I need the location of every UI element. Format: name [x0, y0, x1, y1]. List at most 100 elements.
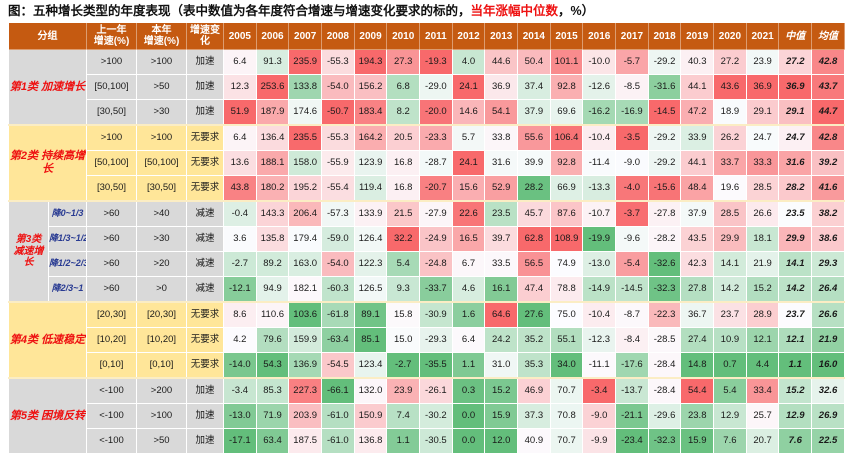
mean-cell: 32.6 — [811, 377, 845, 404]
value-cell: 227.3 — [288, 377, 323, 404]
value-cell: 24.1 — [451, 74, 486, 100]
value-cell: 51.9 — [223, 99, 257, 126]
value-cell: -60.3 — [321, 276, 355, 303]
value-cell: 20.7 — [745, 428, 780, 454]
col-header-group: 分组 — [8, 22, 87, 50]
value-cell: 85.3 — [255, 377, 290, 404]
value-cell: 16.8 — [386, 175, 421, 202]
growth-change-cell: 减速 — [186, 200, 224, 227]
value-cell: 150.9 — [353, 403, 388, 429]
curr-growth-cell: >40 — [136, 200, 187, 227]
value-cell: 28.5 — [713, 200, 747, 227]
value-cell: -13.0 — [582, 251, 617, 277]
growth-type-annual-performance-table: 分组 上一年 增速(%) 本年 增速(%) 增速变化 2005 2006 2007 2008 2… — [8, 22, 845, 454]
prev-growth-cell: >100 — [86, 124, 137, 151]
mean-cell: 26.4 — [811, 276, 845, 303]
value-cell: 106.4 — [549, 124, 584, 151]
group-label: 第3类 减速增长 — [8, 200, 49, 303]
median-cell: 31.6 — [778, 150, 813, 176]
value-cell: 54.3 — [255, 352, 290, 379]
value-cell: -14.5 — [615, 276, 649, 303]
mean-cell: 43.7 — [811, 74, 845, 100]
value-cell: -30.5 — [419, 428, 453, 454]
value-cell: -9.9 — [582, 428, 617, 454]
value-cell: 13.6 — [223, 150, 257, 176]
value-cell: 188.1 — [255, 150, 290, 176]
value-cell: 21.9 — [745, 251, 780, 277]
value-cell: 85.1 — [353, 327, 388, 353]
group-label: 第2类 持续高增长 — [8, 124, 87, 202]
value-cell: -55.4 — [321, 175, 355, 202]
value-cell: 5.7 — [451, 124, 486, 151]
value-cell: -4.0 — [615, 175, 649, 202]
value-cell: 89.2 — [255, 251, 290, 277]
value-cell: -21.1 — [615, 403, 649, 429]
value-cell: 33.4 — [745, 377, 780, 404]
median-cell: 12.1 — [778, 327, 813, 353]
value-cell: -17.6 — [615, 352, 649, 379]
value-cell: -24.9 — [419, 226, 453, 252]
value-cell: 0.0 — [451, 403, 486, 429]
value-cell: -66.1 — [321, 377, 355, 404]
value-cell: 8.2 — [386, 99, 421, 126]
value-cell: 235.5 — [288, 124, 323, 151]
value-cell: -28.7 — [419, 150, 453, 176]
value-cell: -16.9 — [615, 99, 649, 126]
value-cell: -28.2 — [647, 226, 682, 252]
col-header-2014: 2014 — [517, 22, 551, 50]
value-cell: -32.3 — [647, 428, 682, 454]
value-cell: -14.0 — [223, 352, 257, 379]
value-cell: 101.1 — [549, 49, 584, 75]
value-cell: 1.1 — [386, 428, 421, 454]
value-cell: 119.4 — [353, 175, 388, 202]
col-header-2008: 2008 — [321, 22, 355, 50]
value-cell: 4.2 — [223, 327, 257, 353]
value-cell: 43.8 — [223, 175, 257, 202]
value-cell: -12.3 — [582, 327, 617, 353]
value-cell: 35.2 — [517, 327, 551, 353]
value-cell: 12.3 — [223, 74, 257, 100]
value-cell: 33.9 — [680, 124, 715, 151]
value-cell: 136.9 — [288, 352, 323, 379]
value-cell: 54.4 — [680, 377, 715, 404]
growth-change-cell: 无要求 — [186, 150, 224, 176]
value-cell: -61.8 — [321, 301, 355, 328]
col-header-2019: 2019 — [680, 22, 715, 50]
col-header-2015: 2015 — [549, 22, 584, 50]
prev-growth-cell: [50,100] — [86, 74, 137, 100]
value-cell: 27.3 — [386, 49, 421, 75]
value-cell: 203.9 — [288, 403, 323, 429]
mean-cell: 16.0 — [811, 352, 845, 379]
value-cell: 36.9 — [484, 74, 519, 100]
value-cell: 19.6 — [713, 175, 747, 202]
value-cell: -55.9 — [321, 150, 355, 176]
median-cell: 28.2 — [778, 175, 813, 202]
value-cell: -3.4 — [582, 377, 617, 404]
col-header-growth-change: 增速变化 — [186, 22, 224, 50]
value-cell: 133.8 — [288, 74, 323, 100]
value-cell: 174.6 — [288, 99, 323, 126]
value-cell: -31.6 — [647, 74, 682, 100]
value-cell: 52.9 — [484, 175, 519, 202]
value-cell: 46.9 — [517, 377, 551, 404]
value-cell: 24.1 — [451, 150, 486, 176]
chart-title-highlight: 当年涨幅中位数 — [470, 4, 559, 18]
value-cell: -30.9 — [419, 301, 453, 328]
curr-growth-cell: >50 — [136, 428, 187, 454]
mean-cell: 38.2 — [811, 200, 845, 227]
value-cell: -8.4 — [615, 327, 649, 353]
prev-growth-cell: [30,50] — [86, 175, 137, 202]
value-cell: -20.7 — [419, 175, 453, 202]
value-cell: 183.4 — [353, 99, 388, 126]
table-row: [50,100] >50 加速 12.3 253.6 133.8 -54.0 156.2 6.8… — [9, 74, 845, 100]
growth-change-cell: 无要求 — [186, 352, 224, 379]
value-cell: -13.3 — [582, 175, 617, 202]
value-cell: -61.0 — [321, 428, 355, 454]
value-cell: 235.9 — [288, 49, 323, 75]
value-cell: -27.9 — [419, 200, 453, 227]
value-cell: 32.2 — [386, 226, 421, 252]
value-cell: -33.7 — [419, 276, 453, 303]
value-cell: 31.6 — [484, 150, 519, 176]
value-cell: -29.2 — [647, 124, 682, 151]
value-cell: -29.3 — [419, 327, 453, 353]
